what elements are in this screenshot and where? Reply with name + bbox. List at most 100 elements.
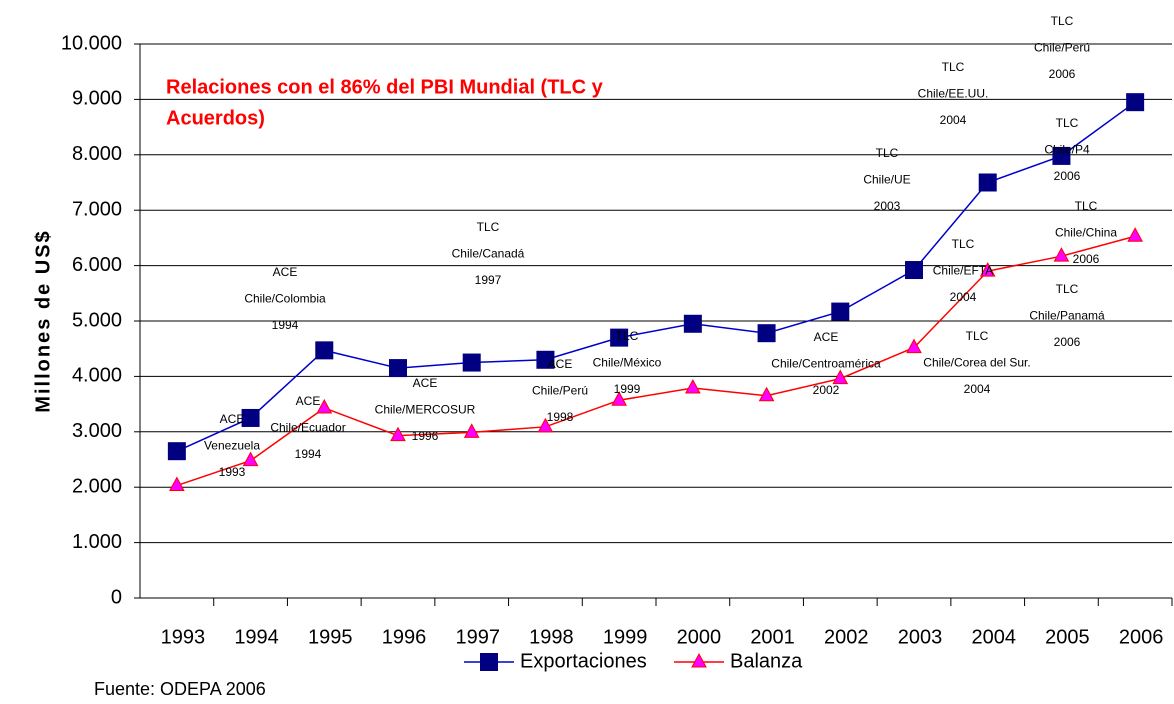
y-tick-label: 4.000	[72, 365, 122, 387]
y-axis-label: Millones de US$	[32, 229, 54, 412]
marker	[536, 350, 555, 369]
x-tick-label: 1993	[161, 626, 206, 648]
x-tick-label: 2002	[824, 626, 869, 648]
annotation: Chile/Panamá	[1029, 309, 1105, 323]
annotation: TLC	[1075, 199, 1098, 213]
annotation: 2006	[1073, 252, 1100, 266]
annotation: Chile/Perú	[1034, 41, 1090, 55]
marker	[242, 451, 259, 467]
marker	[167, 442, 186, 461]
annotation: Chile/Canadá	[452, 247, 525, 261]
annotation: Chile/Ecuador	[270, 421, 345, 435]
annotation: 1998	[547, 410, 574, 424]
marker	[906, 338, 922, 354]
annotation: ACE	[273, 265, 298, 279]
annotation: ACE	[220, 412, 245, 426]
y-tick-label: 5.000	[72, 309, 122, 331]
annotation: 1994	[272, 318, 299, 332]
annotation: Chile/EFTA	[933, 264, 993, 278]
annotation: 1996	[412, 429, 439, 443]
annotation: Chile/Corea del Sur.	[923, 356, 1030, 370]
chart-title: Acuerdos)	[166, 107, 265, 129]
annotation: Chile/Centroamérica	[771, 357, 881, 371]
marker	[683, 314, 702, 333]
source-note: Fuente: ODEPA 2006	[94, 679, 266, 699]
marker	[480, 653, 498, 671]
marker	[1126, 93, 1145, 112]
annotation: Chile/Perú	[532, 384, 588, 398]
x-tick-label: 1999	[603, 626, 648, 648]
annotation: Chile/MERCOSUR	[375, 403, 476, 417]
annotation: TLC	[1051, 14, 1074, 28]
marker	[758, 386, 775, 402]
annotation: 1993	[219, 465, 246, 479]
marker	[390, 426, 406, 442]
x-tick-label: 1996	[382, 626, 427, 648]
marker	[610, 328, 629, 347]
series-line	[176, 101, 1136, 452]
x-tick-label: 2006	[1119, 626, 1164, 648]
x-tick-label: 1994	[234, 626, 279, 648]
y-tick-label: 0	[111, 586, 122, 608]
chart-title: Relaciones con el 86% del PBI Mundial (T…	[166, 76, 604, 98]
marker	[537, 417, 554, 433]
x-tick-label: 2000	[677, 626, 722, 648]
annotation: Chile/México	[593, 356, 662, 370]
annotation: ACE	[814, 330, 839, 344]
annotation: 1999	[614, 382, 641, 396]
y-tick-label: 9.000	[72, 88, 122, 110]
annotation: 2006	[1054, 169, 1081, 183]
marker	[611, 391, 627, 406]
annotation: Chile/UE	[863, 173, 910, 187]
y-tick-label: 2.000	[72, 475, 122, 497]
y-tick-label: 3.000	[72, 420, 122, 442]
series-line	[176, 235, 1136, 487]
annotation: Chile/China	[1055, 226, 1117, 240]
y-tick-label: 7.000	[72, 198, 122, 220]
marker	[691, 652, 707, 668]
annotation: 1997	[475, 273, 502, 287]
marker	[905, 261, 923, 280]
annotation: Chile/EE.UU.	[918, 87, 989, 101]
annotation: 2006	[1049, 67, 1076, 81]
marker	[315, 341, 334, 360]
marker	[1127, 227, 1143, 242]
x-tick-label: 2001	[750, 626, 795, 648]
annotation: 2004	[964, 382, 991, 396]
legend-label: Exportaciones	[520, 650, 647, 672]
marker	[463, 423, 480, 438]
annotation: ACE	[548, 357, 573, 371]
annotation: TLC	[1056, 282, 1079, 296]
x-tick-label: 1997	[455, 626, 500, 648]
x-tick-label: 2005	[1045, 626, 1090, 648]
x-tick-label: 2004	[971, 626, 1016, 648]
marker	[316, 398, 333, 414]
marker	[169, 476, 185, 492]
x-tick-label: 2003	[898, 626, 943, 648]
annotation: Chile/P4	[1044, 143, 1090, 157]
annotation: 2004	[950, 290, 977, 304]
marker	[241, 408, 260, 427]
annotation: TLC	[477, 220, 500, 234]
annotation: TLC	[616, 329, 639, 343]
annotation: 2002	[813, 383, 840, 397]
marker	[462, 353, 481, 372]
marker	[978, 173, 997, 192]
marker	[1052, 146, 1071, 165]
marker	[832, 369, 849, 385]
x-tick-label: 1995	[308, 626, 353, 648]
y-tick-label: 8.000	[72, 143, 122, 165]
marker	[979, 262, 996, 277]
annotation: TLC	[1056, 116, 1079, 130]
marker	[1053, 247, 1070, 262]
annotation: TLC	[876, 146, 899, 160]
annotation: 1994	[295, 447, 322, 461]
annotation: ACE	[413, 376, 438, 390]
marker	[757, 324, 776, 343]
annotation: TLC	[966, 329, 989, 343]
y-tick-label: 1.000	[72, 531, 122, 553]
y-tick-label: 10.000	[61, 32, 122, 54]
y-tick-label: 6.000	[72, 254, 122, 276]
annotation: 2003	[874, 199, 901, 213]
